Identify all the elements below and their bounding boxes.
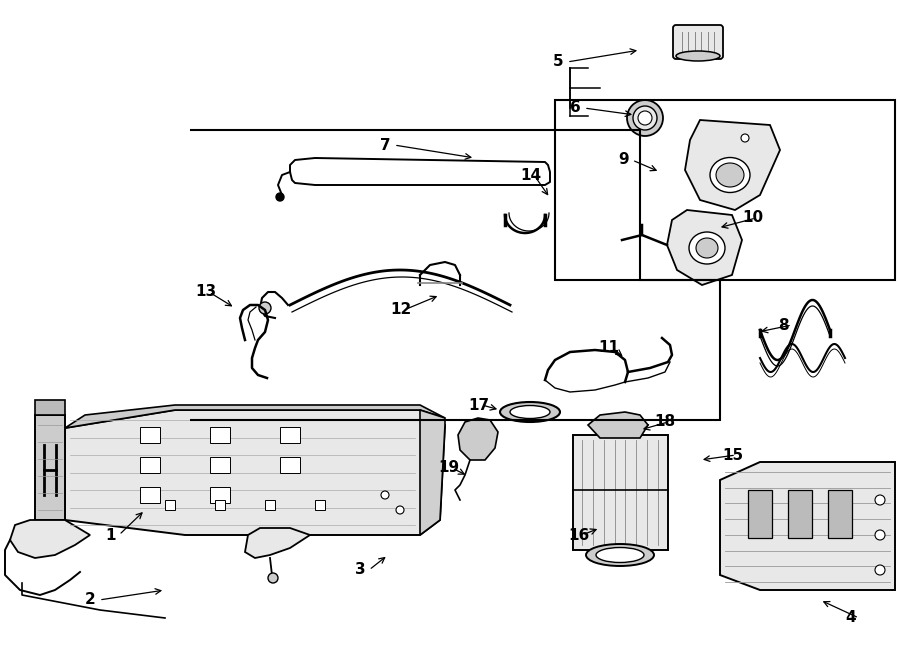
Ellipse shape bbox=[710, 157, 750, 192]
Circle shape bbox=[875, 565, 885, 575]
Circle shape bbox=[638, 111, 652, 125]
Circle shape bbox=[875, 495, 885, 505]
Ellipse shape bbox=[596, 547, 644, 563]
Ellipse shape bbox=[696, 238, 718, 258]
Polygon shape bbox=[65, 410, 445, 535]
Text: 3: 3 bbox=[355, 563, 365, 578]
Text: 15: 15 bbox=[722, 447, 743, 463]
Polygon shape bbox=[10, 520, 90, 558]
Circle shape bbox=[875, 530, 885, 540]
Circle shape bbox=[741, 134, 749, 142]
Bar bbox=[788, 490, 812, 538]
Ellipse shape bbox=[510, 405, 550, 418]
Polygon shape bbox=[65, 405, 445, 428]
Circle shape bbox=[627, 100, 663, 136]
Bar bbox=[140, 457, 160, 473]
FancyBboxPatch shape bbox=[673, 25, 723, 59]
Text: 7: 7 bbox=[380, 137, 391, 153]
Text: 12: 12 bbox=[390, 303, 411, 317]
Text: 5: 5 bbox=[553, 54, 563, 69]
Text: 19: 19 bbox=[438, 461, 459, 475]
Text: 16: 16 bbox=[568, 527, 590, 543]
Text: 1: 1 bbox=[105, 527, 115, 543]
Bar bbox=[265, 500, 275, 510]
Polygon shape bbox=[35, 400, 65, 415]
Bar bbox=[828, 490, 852, 538]
Bar bbox=[555, 100, 895, 280]
Polygon shape bbox=[245, 528, 310, 558]
Circle shape bbox=[276, 193, 284, 201]
Text: 4: 4 bbox=[845, 611, 856, 625]
Bar bbox=[210, 487, 230, 503]
Bar bbox=[573, 435, 668, 550]
Text: 9: 9 bbox=[618, 153, 628, 167]
Bar bbox=[165, 500, 175, 510]
Polygon shape bbox=[420, 410, 445, 535]
Bar bbox=[280, 457, 300, 473]
Text: 17: 17 bbox=[468, 397, 489, 412]
Ellipse shape bbox=[586, 544, 654, 566]
Text: 18: 18 bbox=[654, 414, 675, 430]
Polygon shape bbox=[667, 210, 742, 285]
Text: 14: 14 bbox=[520, 167, 541, 182]
Polygon shape bbox=[355, 465, 432, 535]
Bar bbox=[210, 427, 230, 443]
Bar bbox=[315, 500, 325, 510]
Text: 2: 2 bbox=[85, 592, 95, 607]
Polygon shape bbox=[685, 120, 780, 210]
Polygon shape bbox=[588, 412, 648, 438]
Circle shape bbox=[259, 302, 271, 314]
Bar bbox=[140, 487, 160, 503]
Polygon shape bbox=[458, 418, 498, 460]
Ellipse shape bbox=[676, 51, 720, 61]
Circle shape bbox=[633, 106, 657, 130]
Text: 10: 10 bbox=[742, 210, 763, 225]
Text: 8: 8 bbox=[778, 317, 788, 332]
Ellipse shape bbox=[500, 402, 560, 422]
Ellipse shape bbox=[716, 163, 744, 187]
Polygon shape bbox=[720, 462, 895, 590]
Polygon shape bbox=[35, 415, 65, 520]
Text: 13: 13 bbox=[195, 284, 216, 299]
Bar bbox=[748, 490, 772, 538]
Circle shape bbox=[381, 491, 389, 499]
Circle shape bbox=[268, 573, 278, 583]
Ellipse shape bbox=[689, 232, 725, 264]
Bar bbox=[215, 500, 225, 510]
Text: 11: 11 bbox=[598, 340, 619, 356]
Bar bbox=[140, 427, 160, 443]
Bar bbox=[210, 457, 230, 473]
Text: 6: 6 bbox=[570, 100, 580, 116]
Bar bbox=[280, 427, 300, 443]
Circle shape bbox=[396, 506, 404, 514]
